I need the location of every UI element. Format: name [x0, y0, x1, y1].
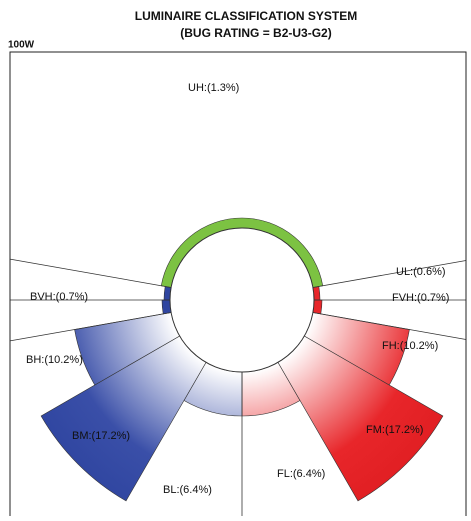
zones: [9, 217, 467, 516]
zone-label: UL:(0.6%): [396, 266, 446, 278]
zone-label: BL:(6.4%): [163, 484, 212, 496]
zone-boundary: [312, 260, 467, 288]
zone-label: BH:(10.2%): [26, 354, 83, 366]
zone-boundary: [9, 312, 172, 342]
zone-boundary: [312, 312, 467, 340]
zone-label: FH:(10.2%): [382, 340, 438, 352]
zone-label: FVH:(0.7%): [392, 292, 449, 304]
zone-label: FM:(17.2%): [366, 424, 423, 436]
frame: [9, 51, 467, 521]
subtitle: (BUG RATING = B2-U3-G2): [180, 26, 331, 40]
zone-label: UH:(1.3%): [188, 82, 239, 94]
wattage: 100W: [8, 40, 35, 51]
zone-boundary: [9, 258, 172, 288]
zone-label: BVH:(0.7%): [30, 291, 88, 303]
zone-label: BM:(17.2%): [72, 430, 130, 442]
zone-label: FL:(6.4%): [277, 468, 325, 480]
title: LUMINAIRE CLASSIFICATION SYSTEM: [135, 9, 357, 23]
luminaire-circle: [169, 227, 315, 373]
